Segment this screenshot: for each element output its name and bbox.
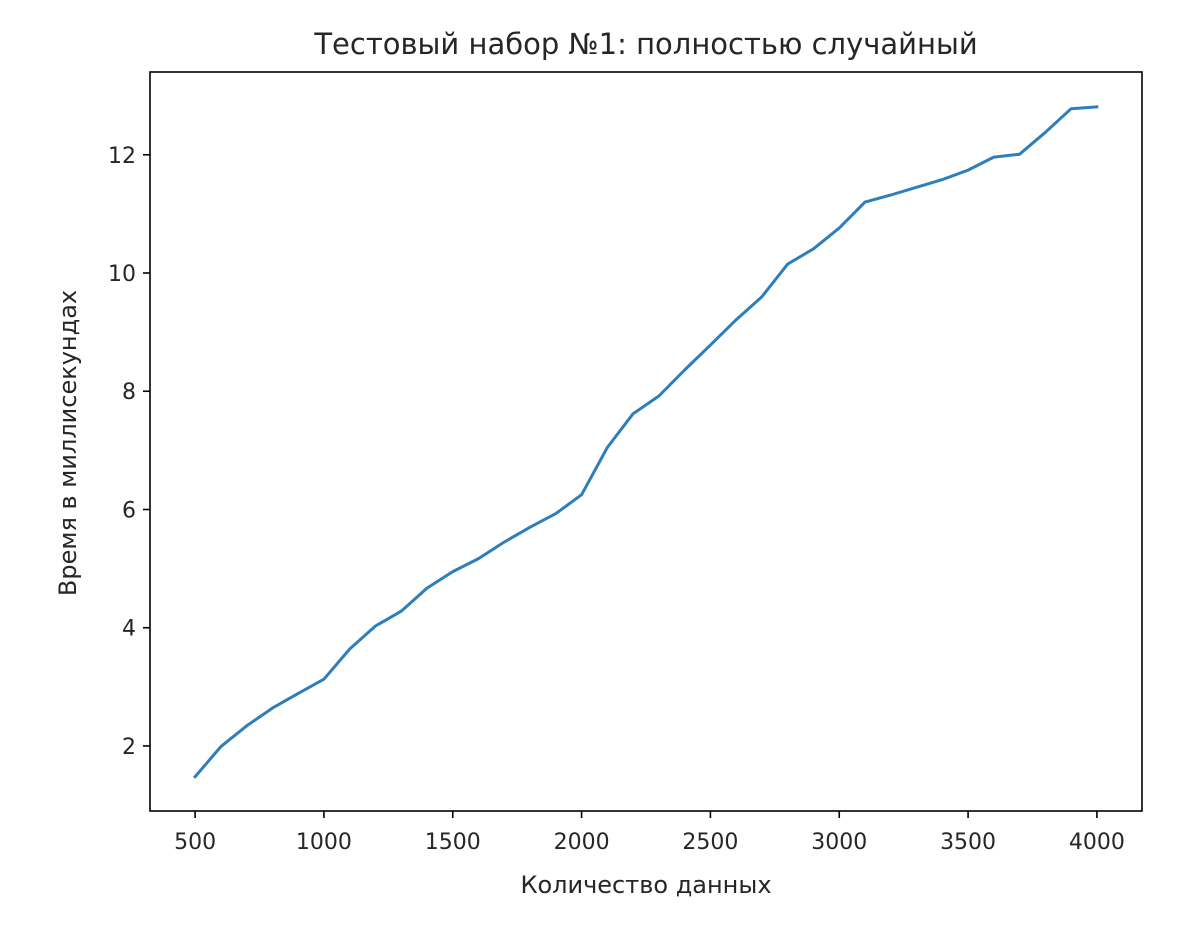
x-tick-label: 1000: [296, 830, 352, 855]
y-tick-label: 2: [122, 735, 136, 760]
series-line-0: [192, 105, 1099, 779]
chart-title: Тестовый набор №1: полностью случайный: [313, 27, 977, 61]
x-tick-label: 2500: [682, 830, 738, 855]
y-tick-label: 8: [122, 380, 136, 405]
x-tick-label: 3000: [811, 830, 867, 855]
x-tick-label: 500: [174, 830, 216, 855]
y-tick-label: 12: [108, 144, 136, 169]
x-tick-label: 1500: [425, 830, 481, 855]
x-tick-label: 2000: [554, 830, 610, 855]
y-tick-label: 10: [108, 262, 136, 287]
x-axis-label: Количество данных: [520, 871, 771, 899]
y-axis-label: Время в миллисекундах: [54, 290, 82, 596]
y-tick-label: 4: [122, 617, 136, 642]
x-tick-label: 4000: [1069, 830, 1125, 855]
x-tick-label: 3500: [940, 830, 996, 855]
y-tick-label: 6: [122, 498, 136, 523]
plot-area: 500 1000 1500 2000 2500 3000 3500 4000 2 4 6 8 10 12: [108, 71, 1143, 855]
plot-frame: [149, 71, 1143, 812]
